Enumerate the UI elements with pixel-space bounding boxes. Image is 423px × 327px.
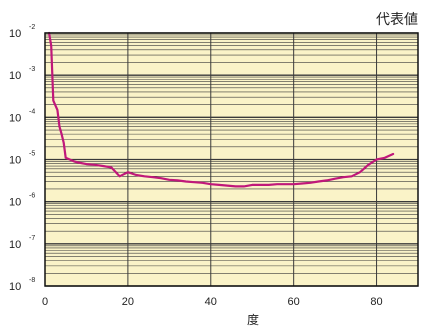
y-tick-exponent: -2 bbox=[29, 24, 35, 31]
x-tick-label: 0 bbox=[42, 296, 48, 308]
y-tick-label: 10 bbox=[9, 112, 21, 124]
y-tick-exponent: -3 bbox=[29, 66, 35, 73]
y-tick-label: 10 bbox=[9, 28, 21, 40]
y-tick-exponent: -6 bbox=[29, 193, 35, 200]
y-tick-label: 10 bbox=[9, 70, 21, 82]
x-tick-label: 20 bbox=[122, 296, 134, 308]
y-tick-exponent: -5 bbox=[29, 151, 35, 158]
chart-title: 代表値 bbox=[376, 12, 418, 28]
y-tick-label: 10 bbox=[9, 281, 21, 293]
x-tick-label: 60 bbox=[288, 296, 300, 308]
x-axis-label: 度 bbox=[247, 312, 259, 327]
y-tick-label: 10 bbox=[9, 239, 21, 251]
y-tick-exponent: -8 bbox=[29, 277, 35, 284]
y-tick-exponent: -7 bbox=[29, 235, 35, 242]
series-line bbox=[47, 31, 395, 188]
x-tick-label: 40 bbox=[205, 296, 217, 308]
y-tick-exponent: -4 bbox=[29, 108, 35, 115]
x-tick-label: 80 bbox=[370, 296, 382, 308]
y-tick-label: 10 bbox=[9, 155, 21, 167]
plot-frame bbox=[44, 32, 419, 287]
y-tick-label: 10 bbox=[9, 197, 21, 209]
